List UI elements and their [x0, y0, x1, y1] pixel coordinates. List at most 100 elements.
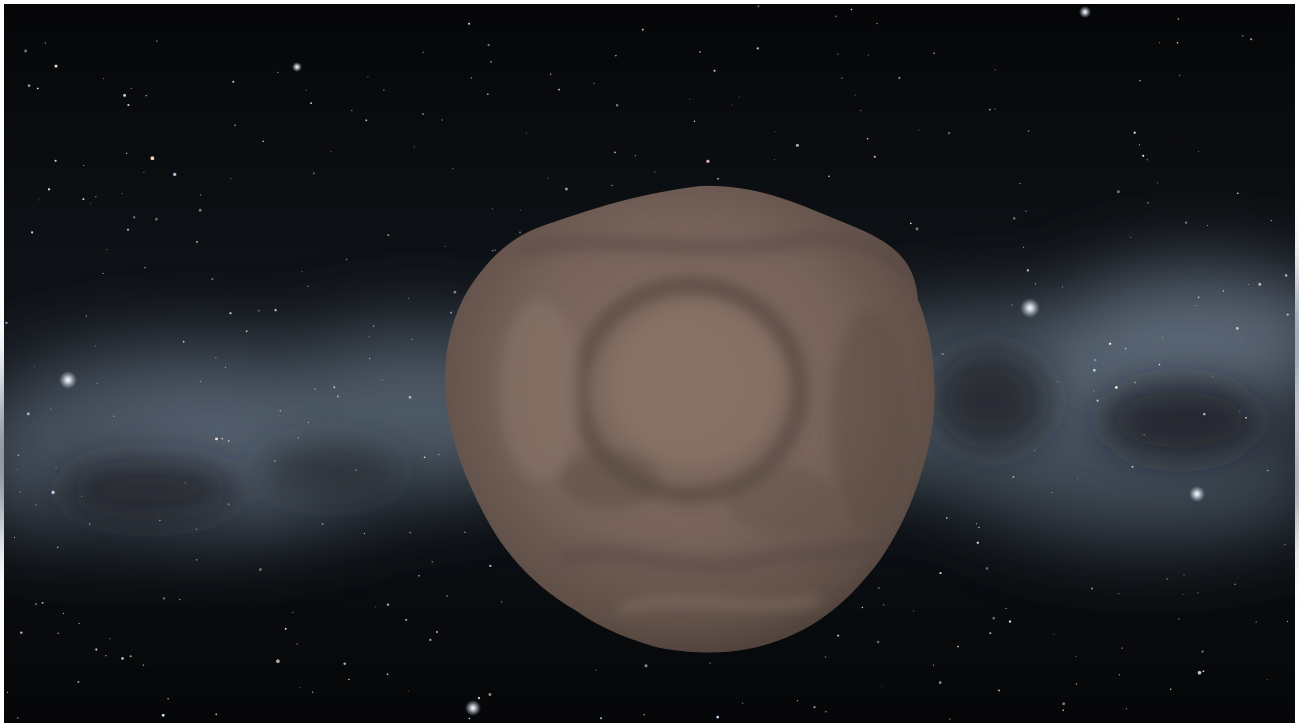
- star: [381, 379, 383, 381]
- star: [36, 87, 39, 90]
- star: [127, 104, 130, 107]
- ridge: [557, 533, 895, 574]
- star: [939, 572, 942, 575]
- bright-star: [59, 371, 77, 389]
- star: [824, 710, 827, 713]
- star: [1235, 327, 1239, 330]
- star: [196, 241, 198, 243]
- star: [1179, 74, 1181, 76]
- star: [196, 559, 198, 561]
- star: [27, 84, 31, 87]
- star: [409, 531, 412, 534]
- star: [429, 638, 432, 642]
- star: [1184, 221, 1188, 224]
- star: [386, 673, 389, 676]
- asteroid-surface: [500, 231, 925, 614]
- star: [314, 388, 316, 390]
- star: [83, 164, 85, 166]
- star: [654, 171, 656, 173]
- star: [1012, 217, 1016, 220]
- star: [121, 657, 124, 660]
- star: [882, 603, 885, 606]
- star: [898, 76, 901, 79]
- star: [1027, 130, 1030, 133]
- star: [854, 94, 856, 96]
- star: [230, 178, 232, 180]
- star: [129, 655, 132, 658]
- star: [486, 93, 489, 96]
- star: [841, 77, 843, 79]
- star: [1167, 135, 1169, 137]
- star: [57, 546, 59, 548]
- star: [1143, 434, 1145, 436]
- star: [113, 415, 115, 417]
- star: [1019, 182, 1021, 184]
- star: [641, 28, 644, 31]
- star: [57, 632, 59, 634]
- star: [1008, 620, 1012, 623]
- star: [173, 172, 177, 177]
- star: [1090, 587, 1094, 590]
- star: [305, 89, 307, 91]
- star: [978, 526, 980, 529]
- star: [33, 365, 35, 367]
- star: [5, 321, 8, 325]
- star: [757, 5, 760, 8]
- star: [706, 159, 710, 163]
- star: [182, 340, 185, 343]
- star: [225, 366, 227, 368]
- star: [17, 454, 20, 457]
- star: [1118, 592, 1120, 595]
- star: [699, 51, 701, 53]
- bright-star: [292, 62, 302, 72]
- star: [860, 110, 862, 112]
- star: [1255, 621, 1257, 623]
- star: [277, 71, 279, 73]
- star: [738, 96, 740, 98]
- star: [386, 603, 390, 606]
- star: [142, 664, 145, 666]
- star: [368, 336, 370, 338]
- star: [234, 124, 236, 127]
- star: [17, 717, 19, 719]
- lit-slope: [500, 300, 580, 480]
- star: [599, 717, 603, 720]
- star: [946, 517, 948, 519]
- star: [1197, 671, 1202, 675]
- star: [13, 537, 16, 539]
- star: [933, 52, 935, 55]
- star: [407, 297, 410, 300]
- star: [500, 601, 503, 603]
- star: [413, 146, 415, 148]
- star: [96, 382, 98, 385]
- star: [1166, 578, 1168, 580]
- star: [211, 278, 214, 280]
- star: [989, 108, 991, 111]
- star: [477, 696, 481, 700]
- star: [1094, 358, 1097, 362]
- star: [1203, 412, 1206, 416]
- star: [490, 60, 492, 63]
- star: [1197, 296, 1200, 299]
- star: [824, 656, 827, 658]
- star-field: [5, 5, 1289, 720]
- star: [1025, 210, 1027, 212]
- star: [976, 541, 979, 544]
- star: [133, 216, 136, 219]
- star: [24, 49, 28, 53]
- star: [1053, 633, 1055, 635]
- star: [488, 692, 492, 697]
- dust-lane: [930, 350, 1050, 450]
- star: [35, 603, 37, 605]
- star: [547, 177, 549, 179]
- star: [301, 271, 303, 273]
- star: [103, 78, 105, 80]
- star: [1201, 650, 1204, 653]
- star: [26, 412, 30, 416]
- crater: [725, 465, 835, 535]
- star: [232, 80, 235, 83]
- star: [126, 228, 130, 232]
- star: [1178, 618, 1180, 620]
- star: [742, 702, 744, 704]
- star: [348, 678, 350, 681]
